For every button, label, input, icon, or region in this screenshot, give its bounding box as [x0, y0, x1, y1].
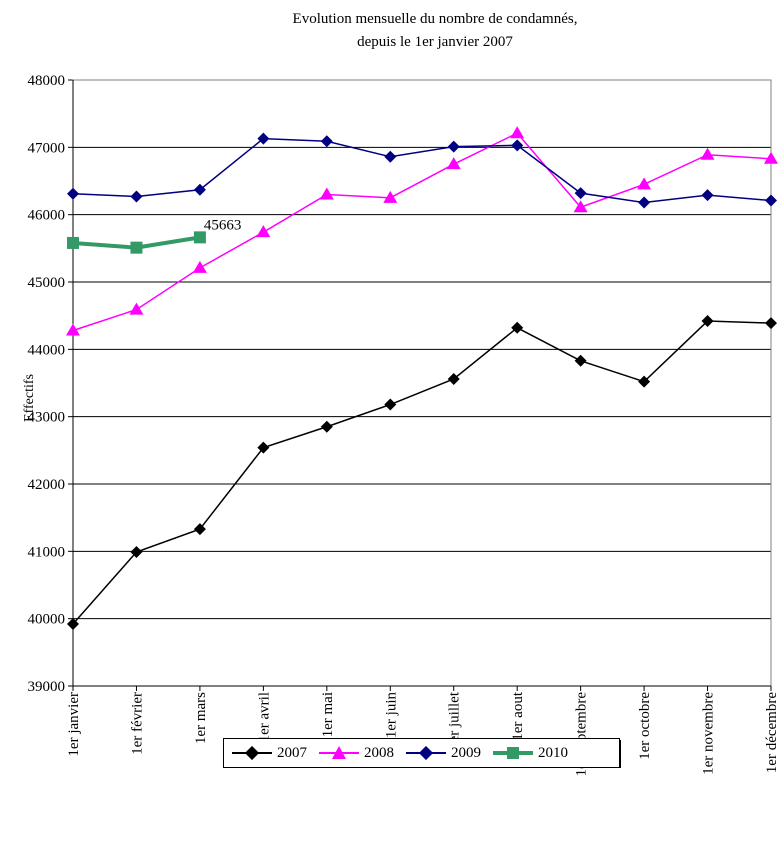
data-point-2009: [193, 183, 206, 196]
legend-swatch-2009: [406, 746, 446, 760]
data-point-2008: [764, 151, 778, 164]
data-point-2008: [510, 126, 525, 139]
y-tick-label: 48000: [28, 73, 66, 89]
data-point-2009: [320, 135, 333, 148]
legend-item: 2009: [404, 745, 481, 762]
series-line-2009: [72, 137, 772, 204]
data-point-2007: [130, 546, 143, 559]
data-point-2007: [701, 315, 714, 328]
data-point-2008: [383, 190, 398, 203]
data-point-2007: [765, 317, 777, 330]
y-tick-label: 41000: [28, 544, 66, 560]
data-point-2008: [700, 147, 715, 160]
legend-label: 2009: [451, 744, 481, 761]
series-line-2008: [72, 132, 772, 332]
x-tick-label: 1er novembre: [701, 692, 717, 775]
x-tick-label: 1er juin: [383, 692, 399, 739]
legend-label: 2007: [277, 744, 307, 761]
data-point-2007: [574, 354, 587, 367]
x-tick-label: 1er décembre: [764, 692, 780, 774]
data-point-2008: [573, 200, 588, 213]
plot-area: [72, 79, 772, 687]
y-tick-label: 44000: [28, 342, 66, 358]
data-point-2007: [384, 398, 397, 411]
data-point-2008: [446, 157, 461, 170]
data-label: 45663: [204, 217, 242, 233]
y-tick-label: 39000: [28, 679, 66, 695]
data-point-2009: [701, 189, 714, 202]
x-tick-label: 1er mars: [193, 692, 209, 744]
data-point-2007: [511, 321, 524, 334]
data-point-2009: [638, 196, 651, 209]
legend: 2007 2008 2009 2010: [223, 738, 620, 768]
y-axis-label: Effectifs: [22, 374, 37, 422]
chart-title: Evolution mensuelle du nombre de condamn…: [292, 11, 578, 27]
legend-label: 2008: [364, 744, 394, 761]
legend-edge: [619, 740, 621, 768]
legend-item: 2007: [230, 745, 307, 762]
legend-swatch-2008: [319, 746, 359, 759]
x-tick-label: 1er janvier: [66, 692, 82, 757]
data-point-2009: [130, 190, 143, 203]
x-tick-label: 1er mai: [320, 692, 336, 737]
y-tick-label: 45000: [28, 275, 66, 291]
data-point-2008: [319, 187, 334, 200]
data-point-2010: [130, 241, 143, 254]
series-line-2007: [72, 320, 772, 625]
data-point-2010: [67, 236, 79, 249]
x-tick-label: 1er avril: [256, 692, 272, 742]
data-point-2008: [256, 225, 271, 238]
data-point-2008: [66, 323, 80, 336]
data-point-2009: [384, 150, 397, 163]
data-point-2009: [765, 194, 777, 207]
y-tick-label: 40000: [28, 612, 66, 628]
data-point-2007: [447, 372, 460, 385]
chart-subtitle: depuis le 1er janvier 2007: [357, 34, 513, 50]
data-point-2007: [67, 618, 79, 631]
y-tick-label: 46000: [28, 208, 66, 224]
data-point-2009: [511, 139, 524, 152]
data-point-2008: [637, 177, 652, 190]
data-point-2007: [257, 441, 270, 454]
data-point-2009: [67, 187, 79, 200]
x-tick-label: 1er aout: [510, 691, 526, 741]
legend-item: 2008: [317, 745, 394, 762]
data-point-2009: [257, 132, 270, 145]
data-point-2008: [129, 302, 144, 315]
data-point-2009: [447, 140, 460, 153]
data-point-2007: [638, 375, 651, 388]
x-tick-label: 1er juillet: [447, 691, 463, 750]
data-point-2008: [192, 260, 207, 273]
data-point-2007: [320, 420, 333, 433]
data-point-2007: [193, 523, 206, 536]
y-tick-label: 42000: [28, 477, 66, 493]
legend-swatch-2007: [232, 746, 272, 760]
data-point-2009: [574, 187, 587, 200]
legend-swatch-2010: [493, 747, 533, 759]
y-tick-label: 43000: [28, 410, 66, 426]
legend-item: 2010: [491, 745, 568, 762]
legend-label: 2010: [538, 744, 568, 761]
x-tick-label: 1er février: [129, 692, 145, 755]
x-tick-label: 1er octobre: [637, 692, 653, 760]
y-tick-label: 47000: [28, 140, 66, 156]
data-point-2010: [193, 231, 206, 244]
